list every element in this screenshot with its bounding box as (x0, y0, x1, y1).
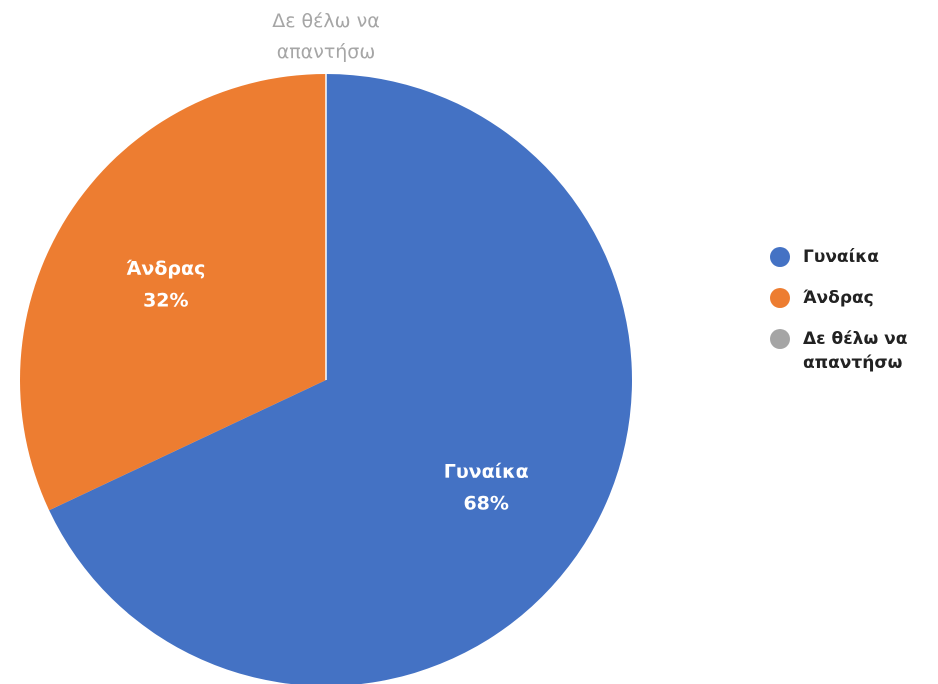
pie-labels: Γυναίκα 68% Άνδρας 32% Δε θέλω να απαντήσω (126, 10, 528, 515)
legend-marker-men (770, 288, 790, 308)
pie-slice-men (20, 74, 327, 511)
legend-item-no-answer: Δε θέλω να απαντήσω (770, 327, 938, 375)
legend-label-men: Άνδρας (803, 288, 874, 308)
pie-slice-women (49, 74, 632, 684)
legend-label-no-answer: Δε θέλω να απαντήσω (803, 329, 908, 373)
pie-slices (20, 74, 632, 684)
legend-item-women: Γυναίκα (770, 245, 938, 269)
outside-label-no-answer: Δε θέλω να απαντήσω (272, 10, 380, 63)
legend-marker-no-answer (770, 329, 790, 349)
legend-label-women: Γυναίκα (803, 247, 879, 267)
chart-legend: Γυναίκα Άνδρας Δε θέλω να απαντήσω (770, 245, 938, 392)
slice-label-women: Γυναίκα 68% (444, 461, 529, 515)
legend-marker-women (770, 247, 790, 267)
legend-item-men: Άνδρας (770, 286, 938, 310)
slice-label-men: Άνδρας 32% (126, 257, 205, 311)
